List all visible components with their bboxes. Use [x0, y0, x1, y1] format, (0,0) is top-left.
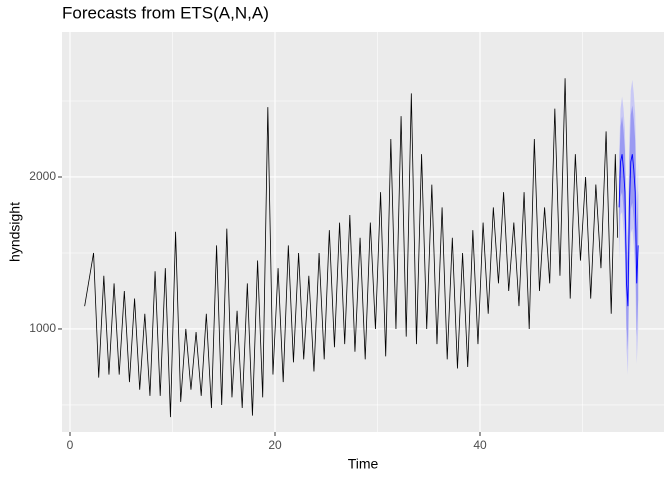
- x-tick-label: 20: [268, 438, 282, 452]
- x-tick-label: 40: [473, 438, 487, 452]
- y-tick-label: 2000: [29, 169, 56, 183]
- forecast-line: [618, 154, 639, 307]
- y-tick-label: 1000: [29, 321, 56, 335]
- y-axis-title: hyndsight: [7, 202, 23, 262]
- chart-title: Forecasts from ETS(A,N,A): [62, 3, 269, 22]
- x-tick-label: 0: [67, 438, 74, 452]
- plot-panel: [62, 32, 664, 432]
- data-line: [84, 78, 619, 418]
- x-axis-title: Time: [348, 456, 379, 472]
